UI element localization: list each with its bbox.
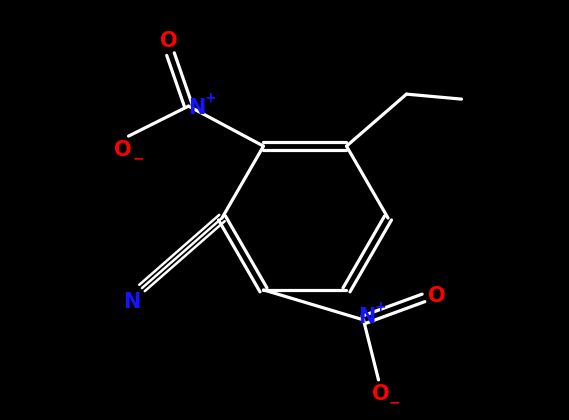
Text: +: + [205, 91, 216, 105]
Text: +: + [375, 300, 386, 314]
Text: −: − [389, 395, 401, 409]
Text: −: − [133, 151, 145, 165]
Text: O: O [372, 384, 389, 404]
Text: O: O [114, 140, 131, 160]
Text: O: O [160, 31, 178, 51]
Text: N: N [188, 98, 205, 118]
Text: N: N [358, 307, 375, 327]
Text: O: O [428, 286, 446, 306]
Text: N: N [123, 292, 141, 312]
